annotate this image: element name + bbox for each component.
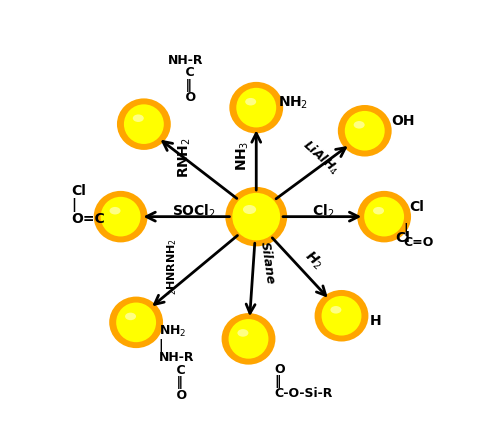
Text: NH$_2$: NH$_2$ — [278, 94, 308, 111]
Ellipse shape — [330, 306, 342, 314]
Ellipse shape — [314, 290, 368, 341]
Text: O
‖
C-O-Si-R: O ‖ C-O-Si-R — [275, 363, 333, 400]
Text: H$_2$: H$_2$ — [301, 248, 326, 273]
Ellipse shape — [117, 98, 171, 150]
Ellipse shape — [100, 197, 140, 236]
Ellipse shape — [228, 319, 268, 359]
Ellipse shape — [357, 191, 411, 242]
Text: Cl$_2$: Cl$_2$ — [312, 203, 334, 221]
Text: SOCl$_2$: SOCl$_2$ — [172, 203, 216, 221]
Ellipse shape — [124, 104, 164, 144]
Text: LiAlH$_4$: LiAlH$_4$ — [298, 136, 342, 178]
Ellipse shape — [94, 191, 148, 242]
Text: Cl
|
O=C: Cl | O=C — [71, 184, 105, 226]
Ellipse shape — [236, 88, 276, 127]
Text: |
C=O: | C=O — [404, 223, 434, 249]
Ellipse shape — [133, 115, 144, 122]
Ellipse shape — [354, 121, 364, 129]
Ellipse shape — [373, 207, 384, 214]
Ellipse shape — [232, 193, 280, 240]
Text: OH: OH — [391, 114, 414, 128]
Text: NH$_2$
|
NH-R
    C
    ‖
    O: NH$_2$ | NH-R C ‖ O — [158, 324, 194, 402]
Ellipse shape — [109, 296, 163, 348]
Ellipse shape — [364, 197, 404, 236]
Text: NH$_3$: NH$_3$ — [234, 140, 250, 171]
Ellipse shape — [243, 205, 256, 214]
Ellipse shape — [230, 82, 283, 133]
Ellipse shape — [238, 329, 248, 337]
Ellipse shape — [345, 111, 385, 151]
Text: Silane: Silane — [258, 241, 276, 285]
Ellipse shape — [110, 207, 120, 214]
Ellipse shape — [116, 302, 156, 342]
Ellipse shape — [338, 105, 392, 157]
Ellipse shape — [245, 98, 256, 106]
Ellipse shape — [226, 187, 287, 246]
Text: Cl: Cl — [410, 200, 424, 214]
Text: NH-R
    C
    ‖
    O: NH-R C ‖ O — [168, 54, 203, 104]
Text: Cl: Cl — [395, 231, 410, 245]
Text: $_2$HNRNH$_2$: $_2$HNRNH$_2$ — [165, 238, 178, 295]
Text: H: H — [370, 314, 382, 328]
Ellipse shape — [322, 296, 362, 335]
Text: RNH$_2$: RNH$_2$ — [176, 137, 193, 178]
Ellipse shape — [222, 313, 276, 365]
Ellipse shape — [125, 313, 136, 320]
